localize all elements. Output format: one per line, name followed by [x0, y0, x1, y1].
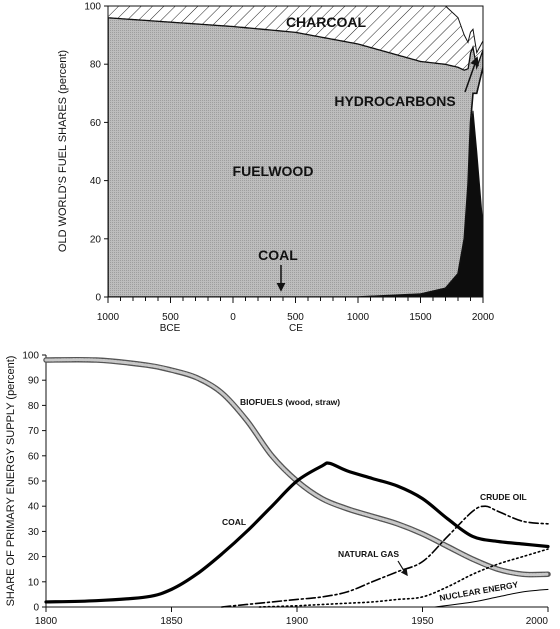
- bottom-x-tick-label: 1850: [160, 616, 183, 627]
- label-hydrocarbons: HYDROCARBONS: [334, 93, 455, 109]
- top-x-tick-label: 1000: [97, 312, 120, 323]
- bottom-y-tick-label: 100: [22, 351, 39, 362]
- chart-fuel-shares: 0 20 40 60 80 100 1000 500 0 500 1000 1500 2000 OLD…: [57, 2, 495, 335]
- line-biofuels: [43, 356, 551, 578]
- label-fuelwood: FUELWOOD: [233, 163, 314, 179]
- line-biofuels-pattern: [44, 358, 550, 577]
- bottom-y-axis-title: SHARE OF PRIMARY ENERGY SUPPLY (percent): [5, 356, 17, 607]
- label-coal: COAL: [258, 247, 298, 263]
- era-label-ce: CE: [289, 323, 303, 334]
- top-x-tick-label: 0: [230, 312, 236, 323]
- top-x-tick-label: 2000: [472, 312, 495, 323]
- line-coal: [44, 461, 550, 604]
- bottom-x-tick-label: 2000: [526, 616, 549, 627]
- top-y-axis-title: OLD WORLD'S FUEL SHARES (percent): [57, 50, 69, 252]
- bottom-y-tick-label: 30: [28, 527, 40, 538]
- top-x-tick-label: 1500: [409, 312, 432, 323]
- bottom-x-tick-label: 1950: [411, 616, 434, 627]
- bottom-x-tick-label: 1900: [286, 616, 309, 627]
- top-x-tick-label: 1000: [347, 312, 370, 323]
- line-natural-gas: [258, 548, 549, 608]
- chart-primary-energy: 0 10 20 30 40 50 60 70 80 90 100 1800 1850 1900 1950 2…: [5, 351, 551, 627]
- label-nuclear: NUCLEAR ENERGY: [439, 579, 520, 603]
- top-y-tick-label: 0: [95, 293, 101, 304]
- bottom-y-tick-label: 90: [28, 376, 40, 387]
- label-charcoal: CHARCOAL: [286, 14, 367, 30]
- bottom-y-tick-label: 20: [28, 552, 40, 563]
- line-crude-oil: [220, 505, 549, 608]
- bottom-y-tick-label: 70: [28, 426, 40, 437]
- top-x-tick-label: 500: [162, 312, 179, 323]
- label-coal-line: COAL: [222, 517, 246, 527]
- bottom-y-tick-label: 10: [28, 577, 40, 588]
- bottom-y-tick-label: 40: [28, 502, 40, 513]
- top-y-tick-label: 20: [90, 234, 102, 245]
- arrow-natural-gas: [397, 560, 408, 577]
- top-y-tick-label: 80: [90, 60, 102, 71]
- line-nuclear-energy: [434, 588, 549, 608]
- top-x-tick-label: 500: [287, 312, 304, 323]
- top-y-tick-label: 100: [84, 2, 101, 13]
- top-y-tick-label: 40: [90, 176, 102, 187]
- label-natural-gas: NATURAL GAS: [338, 549, 399, 559]
- area-charcoal: [108, 6, 483, 71]
- label-biofuels: BIOFUELS (wood, straw): [240, 397, 340, 407]
- bottom-y-tick-label: 80: [28, 401, 40, 412]
- top-y-tick-label: 60: [90, 118, 102, 129]
- bottom-y-tick-label: 0: [33, 603, 39, 614]
- bottom-x-tick-label: 1800: [35, 616, 58, 627]
- bottom-y-tick-label: 60: [28, 451, 40, 462]
- arrow-hydrocarbons: [464, 56, 479, 93]
- label-crude-oil: CRUDE OIL: [480, 492, 527, 502]
- era-label-bce: BCE: [160, 323, 181, 334]
- bottom-y-tick-label: 50: [28, 477, 40, 488]
